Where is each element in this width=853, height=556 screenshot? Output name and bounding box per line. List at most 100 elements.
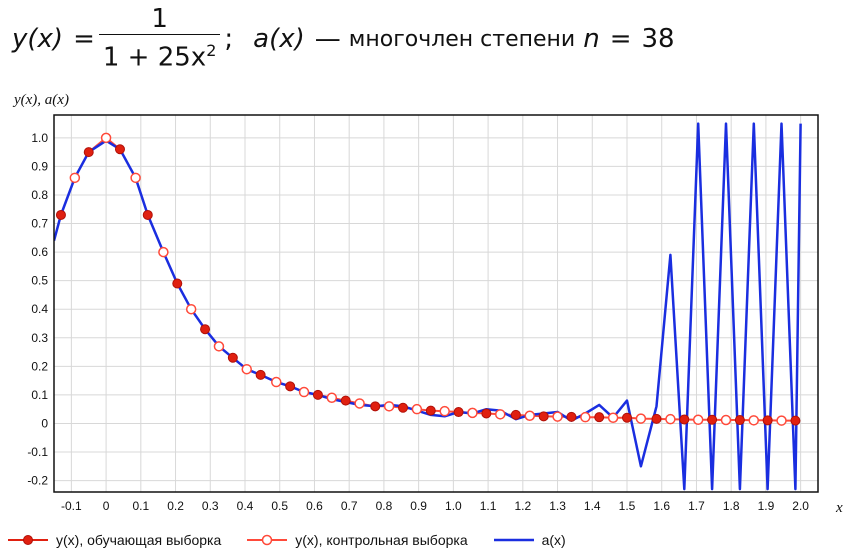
train-point: [679, 414, 690, 425]
control-point: [748, 415, 760, 426]
x-tick-label: 0.5: [271, 499, 288, 513]
formula-ax: a(x): [253, 24, 305, 54]
x-tick-label: 2.0: [792, 499, 809, 513]
formula-header: y(x) = 1 1 + 25x2 ; a(x) — многочлен сте…: [12, 4, 675, 74]
legend-swatch-train: [8, 535, 48, 545]
legend-item-control: y(x), контрольная выборка: [245, 532, 468, 548]
control-point: [720, 414, 732, 426]
x-tick-label: 1.8: [723, 499, 740, 513]
control-point: [213, 341, 225, 352]
control-point: [467, 407, 478, 419]
train-point: [707, 414, 718, 425]
x-tick-label: 1.1: [480, 499, 497, 513]
legend-swatch-control: [247, 534, 288, 546]
y-tick-label: 0.3: [31, 331, 48, 345]
series-layer: [54, 122, 802, 491]
formula-dash: —: [314, 24, 341, 54]
legend-item-train: y(x), обучающая выборка: [6, 532, 221, 548]
x-tick-label: 0.1: [132, 499, 149, 513]
grid: [54, 115, 818, 492]
y-axis-ticks: -0.2 -0.1 0 0.1 0.2 0.3 0.4 0.5 0.6 0.7 0.8 0.9 1.0: [27, 131, 48, 488]
y-tick-label: 0.2: [31, 359, 48, 373]
x-tick-label: 0.2: [167, 499, 184, 513]
legend-swatch-poly: [493, 538, 534, 542]
y-tick-label: 1.0: [31, 131, 48, 145]
control-point: [635, 413, 647, 424]
control-point: [439, 405, 450, 417]
control-point: [326, 392, 338, 403]
formula-numerator: 1: [151, 4, 168, 35]
x-tick-label: 1.3: [549, 499, 566, 513]
control-point: [100, 132, 112, 144]
control-point: [69, 172, 81, 184]
x-axis-ticks: -0.1 0 0.1 0.2 0.3 0.4 0.5 0.6 0.7 0.8 0.9 1.0 1.1 1.…: [61, 499, 809, 513]
train-point: [734, 415, 745, 426]
control-point: [665, 413, 676, 425]
y-tick-label: 0: [41, 416, 48, 430]
x-tick-label: 1.5: [619, 499, 636, 513]
control-point: [298, 386, 310, 398]
formula-equals-2: =: [609, 24, 632, 54]
y-tick-label: 0.4: [31, 302, 48, 316]
control-point: [271, 376, 282, 388]
train-point: [114, 144, 125, 155]
x-tick-label: 1.0: [445, 499, 462, 513]
train-point: [370, 401, 381, 412]
formula-text: многочлен степени: [348, 26, 576, 52]
x-tick-label: 1.9: [758, 499, 775, 513]
y-tick-label: 0.1: [31, 388, 48, 402]
train-point: [594, 412, 605, 423]
x-tick-label: -0.1: [61, 499, 82, 513]
train-point: [55, 209, 66, 220]
x-axis-label: x: [835, 500, 843, 516]
x-tick-label: 0: [103, 499, 110, 513]
train-point: [172, 278, 183, 289]
formula-n-var: n: [583, 24, 600, 54]
train-point: [566, 411, 577, 422]
train-point: [285, 381, 296, 392]
x-tick-label: 0.3: [202, 499, 219, 513]
control-point: [692, 414, 704, 425]
control-point: [552, 411, 563, 422]
y-tick-label: 0.6: [31, 245, 48, 259]
control-point: [607, 412, 619, 423]
x-tick-label: 1.6: [653, 499, 670, 513]
x-tick-label: 0.8: [376, 499, 393, 513]
x-tick-label: 0.7: [341, 499, 358, 513]
train-point: [481, 408, 492, 419]
control-point: [411, 403, 423, 415]
train-point: [510, 409, 521, 420]
formula-lhs: y(x): [12, 24, 64, 54]
control-point: [130, 172, 141, 184]
train-point: [453, 407, 464, 418]
x-tick-label: 1.2: [514, 499, 531, 513]
train-point: [227, 352, 238, 363]
y-axis-label: y(x), a(x): [12, 92, 69, 108]
legend-label-train: y(x), обучающая выборка: [56, 532, 222, 548]
train-point: [255, 369, 266, 380]
legend-item-poly: a(x): [492, 532, 566, 548]
y-tick-label: -0.2: [27, 474, 48, 488]
train-point: [142, 209, 153, 220]
formula-n-value: 38: [641, 24, 675, 54]
train-point: [425, 405, 436, 416]
train-point: [790, 415, 801, 426]
train-point: [538, 411, 549, 422]
x-tick-label: 1.7: [688, 499, 705, 513]
formula-denominator: 1 + 25x2: [98, 34, 221, 74]
y-tick-label: 0.8: [31, 188, 48, 202]
legend-label-poly: a(x): [541, 532, 566, 548]
formula-denominator-exponent: 2: [206, 41, 217, 61]
train-point: [398, 402, 409, 413]
control-point: [241, 363, 252, 375]
x-tick-label: 0.9: [410, 499, 427, 513]
series-line-a: [54, 122, 802, 491]
control-point: [776, 415, 787, 426]
y-tick-label: 0.7: [31, 217, 48, 231]
control-point: [383, 401, 395, 412]
train-point: [312, 389, 323, 400]
y-tick-label: 0.9: [31, 159, 48, 173]
y-tick-label: 0.5: [31, 274, 48, 288]
train-point: [200, 324, 211, 335]
control-point: [580, 411, 591, 423]
